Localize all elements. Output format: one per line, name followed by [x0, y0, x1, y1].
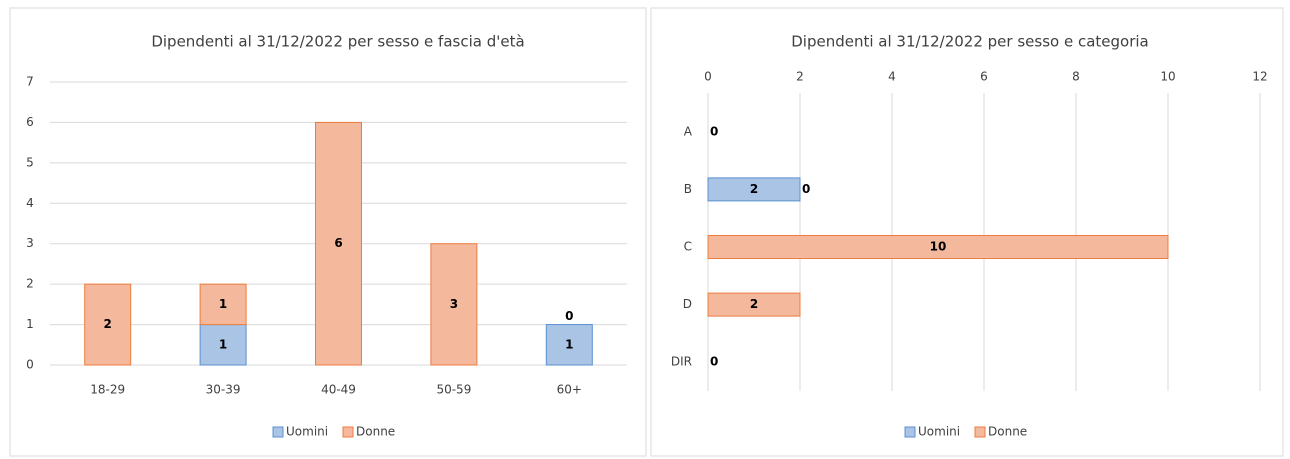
panel: [650, 7, 1284, 457]
data-label: 0: [802, 182, 810, 196]
x-tick-label: 50-59: [436, 383, 471, 397]
x-tick-label: 60+: [557, 383, 582, 397]
bar: [315, 121, 362, 366]
legend-swatch: [974, 426, 986, 438]
y-tick-label: 1: [26, 317, 34, 331]
x-tick-label: 10: [1160, 70, 1175, 84]
data-label: 10: [930, 240, 947, 254]
y-tick-label: C: [684, 240, 692, 254]
legend-swatch: [904, 426, 916, 438]
data-label: 6: [334, 236, 342, 250]
data-label: 0: [710, 355, 718, 369]
x-tick-label: 2: [796, 70, 804, 84]
x-tick-label: 6: [980, 70, 988, 84]
x-tick-label: 0: [704, 70, 712, 84]
bar: [707, 177, 801, 202]
bar: [430, 243, 478, 366]
legend-label: Donne: [356, 425, 395, 439]
x-tick-label: 30-39: [206, 383, 241, 397]
y-tick-label: 2: [26, 277, 34, 291]
data-label: 1: [219, 297, 227, 311]
x-tick-label: 4: [888, 70, 896, 84]
x-tick-label: 12: [1252, 70, 1267, 84]
legend-swatch: [342, 426, 354, 438]
bar: [84, 283, 132, 366]
y-tick-label: 6: [26, 115, 34, 129]
chart-title: Dipendenti al 31/12/2022 per sesso e cat…: [791, 33, 1148, 51]
y-tick-label: A: [684, 124, 693, 138]
x-tick-label: 40-49: [321, 383, 356, 397]
data-label: 1: [219, 337, 227, 351]
y-tick-label: 7: [26, 75, 34, 89]
bar: [199, 324, 247, 366]
y-tick-label: 0: [26, 358, 34, 372]
legend-label: Uomini: [918, 425, 960, 439]
x-tick-label: 8: [1072, 70, 1080, 84]
data-label: 0: [710, 124, 718, 138]
data-label: 2: [104, 317, 112, 331]
y-tick-label: B: [684, 182, 692, 196]
bar: [545, 324, 593, 366]
data-label: 0: [565, 309, 573, 323]
y-tick-label: 3: [26, 236, 34, 250]
chart-title: Dipendenti al 31/12/2022 per sesso e fas…: [151, 33, 524, 51]
y-tick-label: 5: [26, 155, 34, 169]
legend-label: Uomini: [286, 425, 328, 439]
bar: [199, 283, 247, 326]
bar: [707, 292, 801, 317]
x-tick-label: 18-29: [90, 383, 125, 397]
y-tick-label: DIR: [671, 355, 692, 369]
legend-swatch: [272, 426, 284, 438]
bar: [707, 235, 1169, 259]
data-label: 2: [750, 297, 758, 311]
data-label: 1: [565, 337, 573, 351]
data-label: 3: [450, 297, 458, 311]
data-label: 2: [750, 182, 758, 196]
y-tick-label: D: [683, 297, 692, 311]
legend-label: Donne: [988, 425, 1027, 439]
y-tick-label: 4: [26, 196, 34, 210]
